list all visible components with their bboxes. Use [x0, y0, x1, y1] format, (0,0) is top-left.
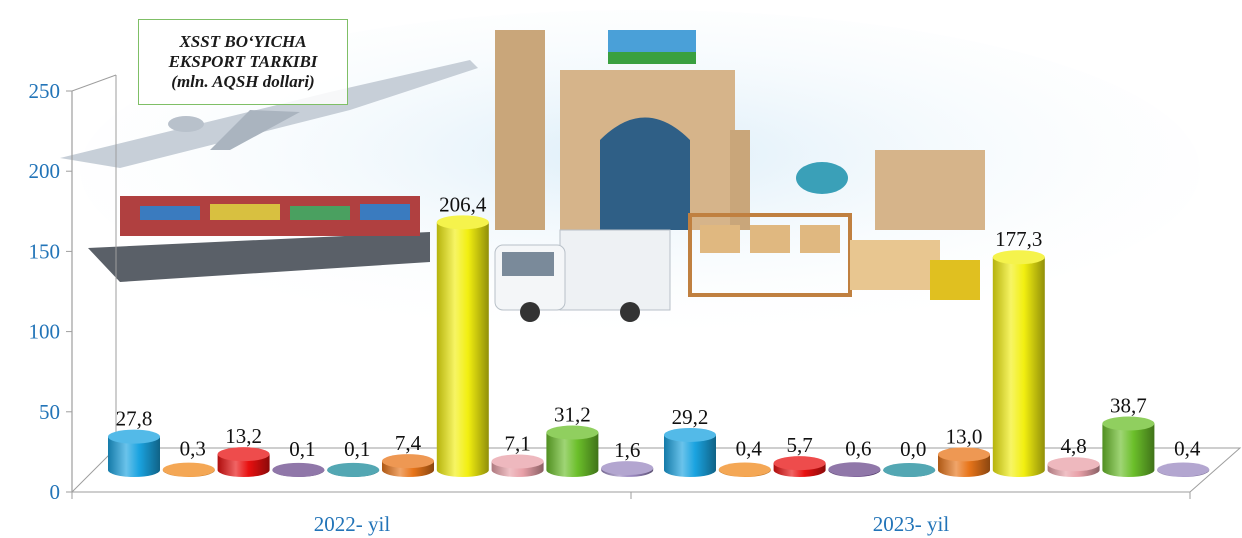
bar-value-label: 1,6: [614, 438, 640, 462]
title-line-2: EKSPORT TARKIBI: [168, 52, 318, 71]
background-illustration: [60, 10, 1200, 330]
bar-cylinder: [1047, 457, 1100, 478]
bar-cylinder: [718, 462, 771, 478]
bar-value-label: 13,2: [225, 424, 262, 448]
bar-cylinder: [108, 429, 160, 477]
bar-cylinder: [601, 461, 654, 478]
bar-cylinder: [217, 447, 270, 478]
bar-value-label: 0,6: [845, 436, 871, 460]
bar-value-label: 0,3: [180, 437, 206, 461]
bar-cylinder: [828, 462, 881, 478]
cargo-ship-icon: [88, 196, 430, 282]
bar-value-label: 31,2: [554, 403, 591, 427]
bar-cylinder: [382, 454, 434, 477]
bar-value-label: 7,1: [504, 431, 530, 455]
y-axis: 0 50 100 150 200 250: [29, 79, 72, 504]
bar-cylinder: [883, 463, 936, 478]
x-axis: 2022- yil 2023- yil: [71, 492, 1191, 536]
bar-value-label: 5,7: [786, 433, 812, 457]
bar-cylinder: [938, 447, 990, 477]
bar-cylinder: [327, 462, 380, 478]
bar-value-label: 7,4: [395, 431, 422, 455]
bars: [108, 215, 1210, 478]
bar-value-label: 13,0: [946, 424, 983, 448]
title-line-3: (mln. AQSH dollari): [171, 72, 315, 91]
bar-cylinder: [436, 215, 489, 478]
bar-cylinder: [546, 425, 599, 478]
x-category-label: 2022- yil: [314, 512, 391, 536]
x-category-label: 2023- yil: [873, 512, 950, 536]
bar-value-label: 38,7: [1110, 394, 1147, 418]
y-tick-label: 150: [29, 239, 61, 263]
bar-value-label: 0,4: [1174, 437, 1201, 461]
bar-value-label: 206,4: [439, 192, 487, 216]
airplane-icon: [60, 60, 478, 168]
bar-value-label: 177,3: [995, 227, 1042, 251]
bar-cylinder: [773, 456, 826, 478]
bar-value-label: 4,8: [1060, 434, 1086, 458]
bar-value-label: 0,1: [344, 437, 370, 461]
data-labels: 27,8 29,2 0,3 0,4 13,2 5,7 0,1 0,6 0,1 0,0 7,4 13,0…: [116, 192, 1201, 462]
bar-cylinder: [491, 454, 544, 477]
bar-value-label: 0,4: [736, 437, 763, 461]
chart-title: XSST BO‘YICHA EKSPORT TARKIBI (mln. AQSH…: [138, 19, 348, 105]
bar-cylinder: [1157, 462, 1210, 478]
title-line-1: XSST BO‘YICHA: [179, 32, 307, 51]
bar-cylinder: [1102, 416, 1155, 478]
bar-value-label: 0,0: [900, 437, 926, 461]
bar-cylinder: [992, 250, 1045, 478]
bar-cylinder: [162, 462, 215, 477]
y-tick-label: 250: [29, 79, 61, 103]
y-tick-label: 100: [29, 320, 61, 344]
y-tick-label: 50: [39, 400, 60, 424]
y-tick-label: 200: [29, 159, 61, 183]
bar-value-label: 29,2: [672, 405, 709, 429]
bar-cylinder: [272, 462, 325, 478]
truck-icon: [494, 229, 671, 322]
bar-value-label: 27,8: [116, 407, 153, 431]
madrasah-icon: [495, 30, 985, 230]
bar-cylinder: [664, 427, 716, 477]
warehouse-boxes-icon: [688, 213, 980, 300]
y-tick-label: 0: [50, 480, 61, 504]
bar-value-label: 0,1: [289, 437, 315, 461]
